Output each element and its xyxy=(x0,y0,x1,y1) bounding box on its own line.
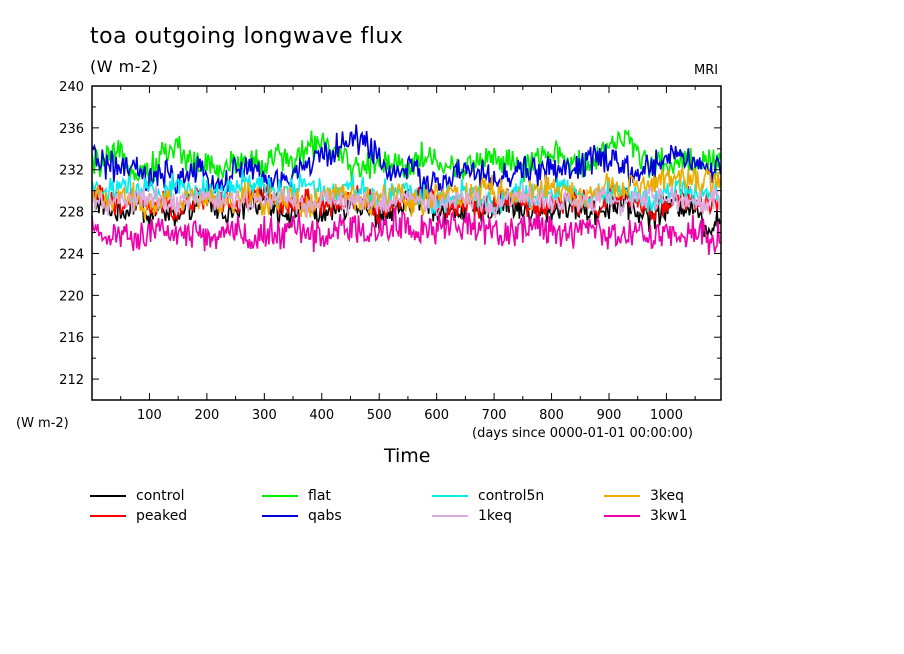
legend-swatch xyxy=(262,495,298,497)
x-tick-label: 200 xyxy=(194,408,219,423)
x-tick-label: 700 xyxy=(482,408,507,423)
x-tick-label: 800 xyxy=(539,408,564,423)
legend-label: 3kw1 xyxy=(650,508,688,524)
x-tick-label: 600 xyxy=(424,408,449,423)
x-axis-sublabel: (days since 0000-01-01 00:00:00) xyxy=(472,426,693,441)
legend-swatch xyxy=(90,495,126,497)
y-tick-label: 236 xyxy=(59,122,84,137)
x-tick-label: 900 xyxy=(597,408,622,423)
legend-item-flat: flat xyxy=(262,487,331,505)
y-axis-label: (W m-2) xyxy=(16,416,69,431)
y-tick-label: 240 xyxy=(59,80,84,95)
legend-item-3keq: 3keq xyxy=(604,487,684,505)
legend-item-qabs: qabs xyxy=(262,507,342,525)
legend-swatch xyxy=(90,515,126,517)
x-axis-label: Time xyxy=(384,445,431,467)
legend-swatch xyxy=(432,515,468,517)
x-tick-label: 300 xyxy=(252,408,277,423)
chart-units: (W m-2) xyxy=(90,57,159,76)
source-label: MRI xyxy=(694,63,719,78)
series-line-qabs xyxy=(91,124,722,196)
legend-item-control5n: control5n xyxy=(432,487,544,505)
legend-label: peaked xyxy=(136,508,188,524)
legend-swatch xyxy=(262,515,298,517)
legend-item-1keq: 1keq xyxy=(432,507,512,525)
y-tick-label: 232 xyxy=(59,164,84,179)
x-tick-label: 400 xyxy=(309,408,334,423)
legend-label: control xyxy=(136,488,185,504)
legend-swatch xyxy=(604,495,640,497)
legend-item-peaked: peaked xyxy=(90,507,187,525)
legend-label: 3keq xyxy=(650,488,685,504)
legend-item-3kw1: 3kw1 xyxy=(604,507,687,525)
x-tick-label: 1000 xyxy=(650,408,683,423)
x-tick-label: 100 xyxy=(137,408,162,423)
chart-title: toa outgoing longwave flux xyxy=(90,24,404,49)
y-tick-label: 220 xyxy=(59,289,84,304)
series-line-3kw1 xyxy=(91,206,721,255)
legend-label: qabs xyxy=(308,508,342,524)
legend-item-control: control xyxy=(90,487,185,505)
series-line-3keq xyxy=(91,166,722,220)
y-tick-label: 216 xyxy=(59,331,84,346)
y-tick-label: 228 xyxy=(59,206,84,221)
series-line-flat xyxy=(91,128,722,184)
plot-frame xyxy=(91,85,722,401)
series-line-1keq xyxy=(91,183,722,219)
y-tick-label: 212 xyxy=(59,373,84,388)
legend-label: control5n xyxy=(478,488,545,504)
legend-label: 1keq xyxy=(478,508,513,524)
legend-swatch xyxy=(604,515,640,517)
legend-swatch xyxy=(432,495,468,497)
legend-label: flat xyxy=(308,488,331,504)
y-tick-label: 224 xyxy=(59,247,84,262)
x-tick-label: 500 xyxy=(367,408,392,423)
